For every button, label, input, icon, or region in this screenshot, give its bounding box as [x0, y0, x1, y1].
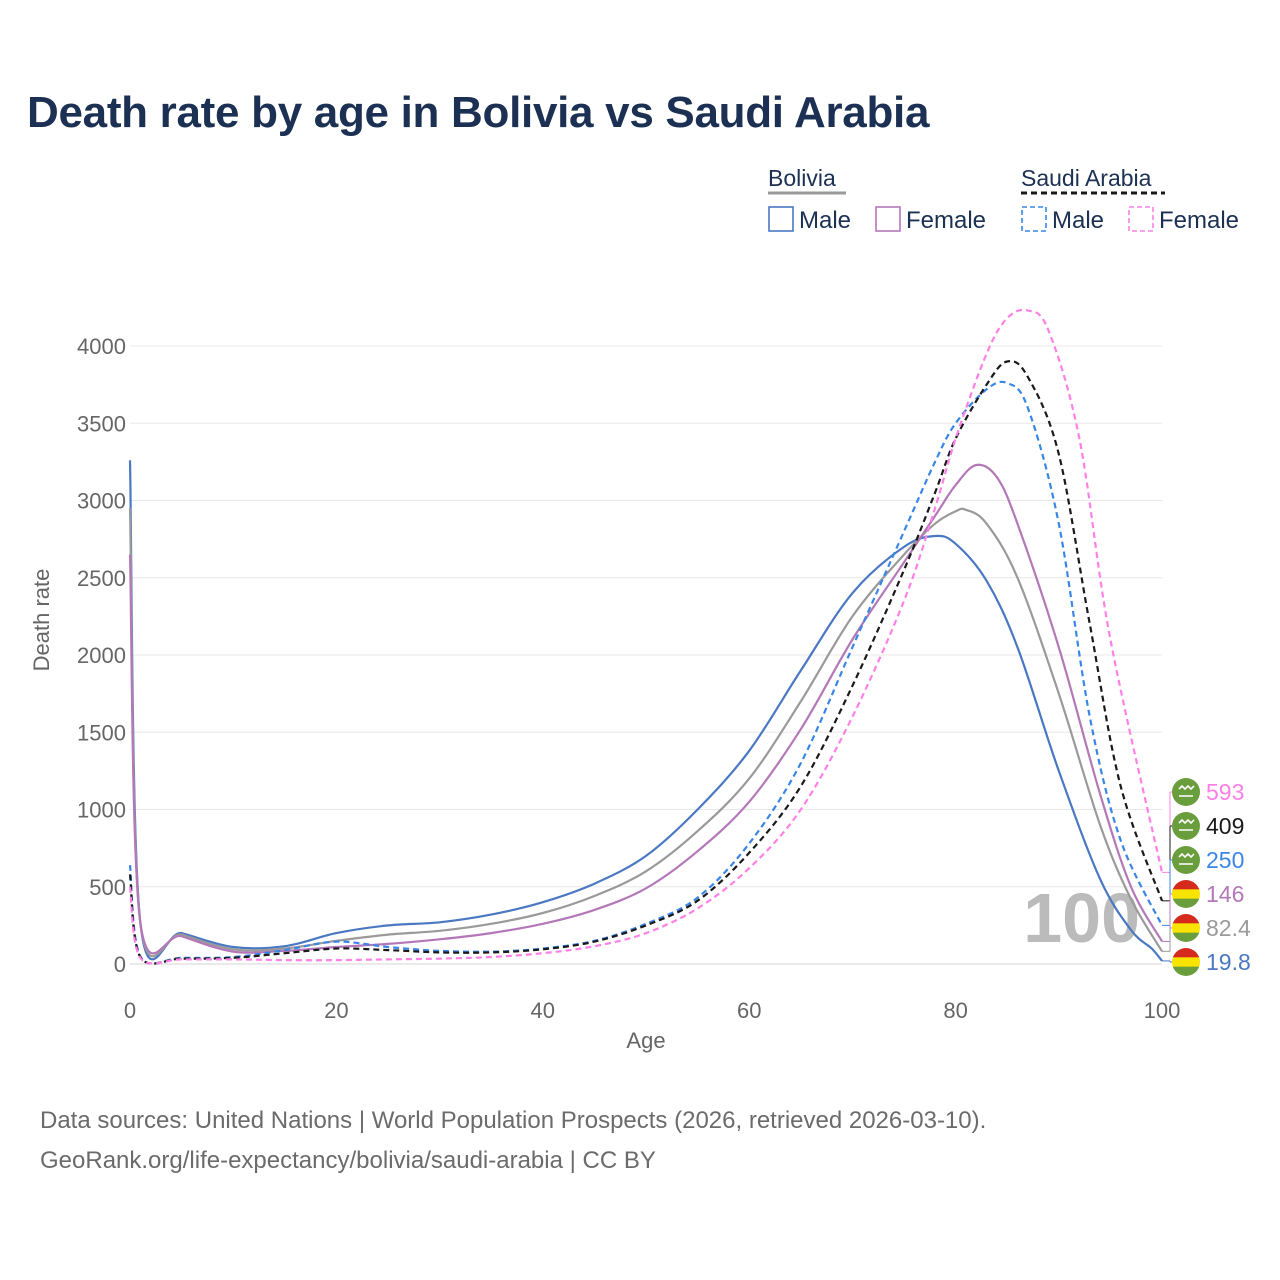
- chart-title: Death rate by age in Bolivia vs Saudi Ar…: [27, 88, 930, 137]
- legend-item-label: Male: [799, 207, 851, 234]
- y-axis-label: Death rate: [29, 569, 54, 672]
- x-axis-label: Age: [626, 1028, 665, 1053]
- saudi-flag-emblem: [1178, 852, 1195, 865]
- y-tick-label: 3500: [77, 411, 126, 436]
- legend-swatch: [1021, 206, 1047, 232]
- y-tick-label: 0: [114, 952, 126, 977]
- x-tick-label: 60: [737, 998, 761, 1023]
- y-tick-label: 1500: [77, 720, 126, 745]
- legend-swatch: [768, 206, 794, 232]
- y-tick-label: 4000: [77, 334, 126, 359]
- legend-item-label: Male: [1052, 207, 1104, 234]
- series-line-saudi-arabia-male: [128, 380, 1163, 965]
- end-value-label: 19.8: [1206, 949, 1251, 975]
- y-tick-label: 1000: [77, 798, 126, 823]
- x-tick-label: 100: [1144, 998, 1181, 1023]
- end-value-label: 82.4: [1206, 915, 1251, 941]
- series-line-bolivia-female: [128, 463, 1163, 955]
- end-value-label: 250: [1206, 847, 1244, 873]
- bolivia-flag-icon: [1172, 914, 1200, 942]
- legend-item-label: Female: [1159, 207, 1239, 234]
- saudi-flag-emblem: [1178, 818, 1195, 831]
- legend-item-label: Female: [906, 207, 986, 234]
- series-line-saudi-arabia-female: [128, 308, 1164, 965]
- series-line-bolivia-male: [128, 460, 1163, 962]
- legend-group-label: Bolivia: [768, 165, 836, 191]
- source-url[interactable]: GeoRank.org/life-expectancy/bolivia/saud…: [40, 1147, 656, 1174]
- saudi-arabia-flag-icon: [1172, 812, 1200, 840]
- end-value-label: 146: [1206, 881, 1244, 907]
- x-tick-label: 40: [531, 998, 555, 1023]
- data-source-note: Data sources: United Nations | World Pop…: [40, 1107, 987, 1134]
- saudi-arabia-flag-icon: [1172, 778, 1200, 806]
- series-line-saudi-arabia-total: [128, 360, 1164, 965]
- legend-group-label: Saudi Arabia: [1021, 165, 1152, 191]
- saudi-arabia-flag-icon: [1172, 846, 1200, 874]
- series-line-bolivia-total: [128, 507, 1163, 958]
- saudi-flag-emblem: [1178, 784, 1195, 797]
- legend-swatch: [875, 206, 901, 232]
- bolivia-flag-icon: [1172, 948, 1200, 976]
- x-tick-label: 0: [124, 998, 136, 1023]
- legend-swatch: [1128, 206, 1154, 232]
- end-value-label: 409: [1206, 813, 1244, 839]
- y-tick-label: 2500: [77, 566, 126, 591]
- bolivia-flag-icon: [1172, 880, 1200, 908]
- x-tick-label: 80: [943, 998, 967, 1023]
- y-tick-label: 500: [89, 875, 126, 900]
- x-tick-label: 20: [324, 998, 348, 1023]
- y-tick-label: 2000: [77, 643, 126, 668]
- end-value-label: 593: [1206, 779, 1244, 805]
- y-tick-label: 3000: [77, 489, 126, 514]
- age-marker: 100: [1023, 879, 1140, 957]
